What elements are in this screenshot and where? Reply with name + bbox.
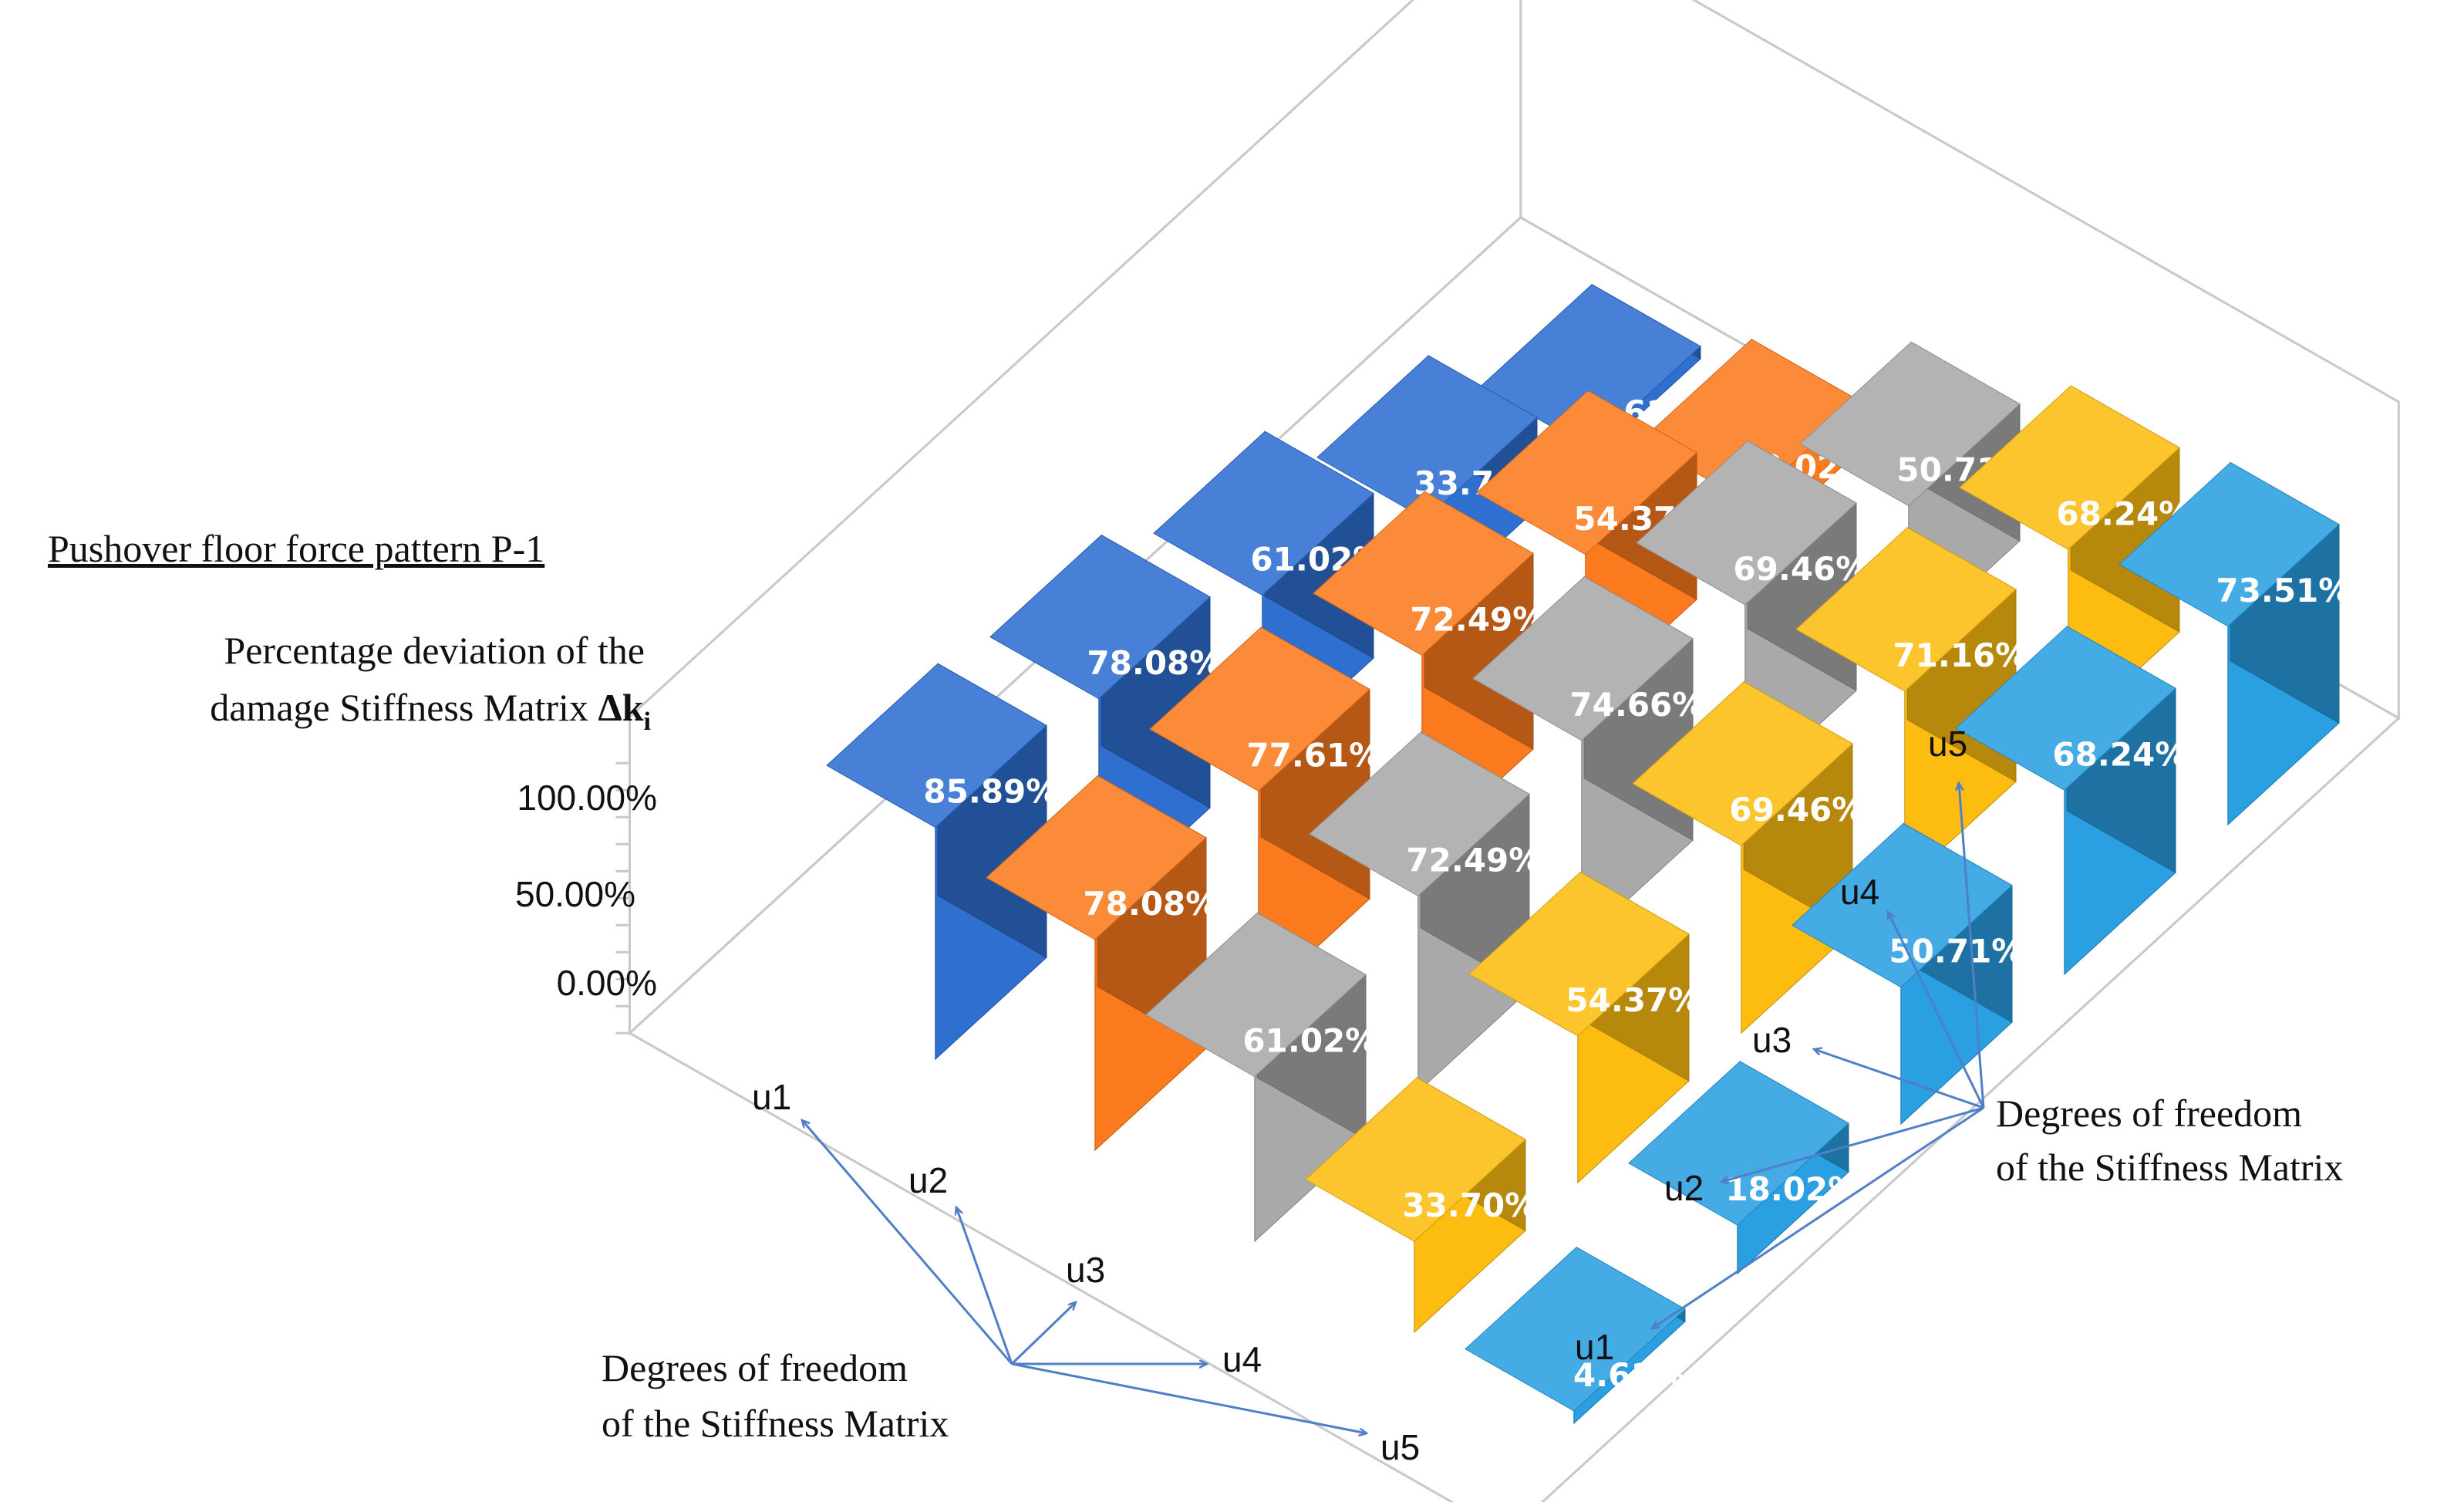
bar-top-face (1145, 912, 1367, 1078)
bar-top-face (1955, 626, 2176, 791)
z-axis-label-line2: damage Stiffness Matrix Δki (210, 686, 651, 736)
row-arrow-u3 (1010, 1302, 1076, 1365)
bar-data-label: 78.08% (1083, 885, 1218, 923)
row-axis: u1 u2 u3 u4 u5 Degrees of freedom of the… (602, 1077, 1420, 1467)
column-axis: u1 u2 u3 u4 u5 Degrees of freedom of the… (1575, 724, 2343, 1367)
row-arrow-u2 (956, 1207, 1013, 1365)
bar-u3-u1: 61.02% (1145, 912, 1377, 1243)
chart-title: Pushover floor force pattern P-1 (48, 527, 544, 570)
row-axis-label-u3: u3 (1066, 1250, 1105, 1290)
bar-u4-u3: 69.46% (1632, 680, 1864, 1035)
bar-data-label: 77.61% (1246, 737, 1381, 775)
bar-top-face (826, 663, 1047, 829)
column-axis-title-line2: of the Stiffness Matrix (1996, 1146, 2343, 1189)
column-arrow-u4 (1888, 912, 1985, 1109)
bar-data-label: 74.66% (1569, 686, 1704, 724)
bar-data-label: 78.08% (1087, 644, 1222, 682)
z-axis-ticks (615, 717, 631, 1035)
bar-top-face (1472, 575, 1694, 741)
row-axis-label-u5: u5 (1380, 1427, 1420, 1467)
column-axis-arrows (1652, 783, 1985, 1328)
bar-top-face (1792, 822, 2013, 988)
row-axis-label-u2: u2 (908, 1160, 948, 1200)
bar-top-face (1153, 430, 1374, 596)
column-arrow-u3 (1814, 1049, 1984, 1109)
bar-u4-u2: 54.37% (1468, 871, 1701, 1184)
bar-u5-u2: 18.02% (1628, 1061, 1860, 1275)
z-tick-label: 100.00% (517, 778, 657, 818)
column-arrow-u2 (1721, 1106, 1984, 1182)
column-axis-label-u2: u2 (1664, 1168, 1704, 1208)
bar-data-label: 69.46% (1729, 791, 1864, 829)
bar-top-face (1795, 527, 2017, 692)
bar-data-label: 73.51% (2216, 572, 2351, 609)
bar-top-face (989, 534, 1211, 700)
row-axis-title-line1: Degrees of freedom (602, 1346, 908, 1389)
row-axis-label-u4: u4 (1222, 1339, 1262, 1379)
bar-top-face (1628, 1061, 1849, 1226)
z-axis-label-line1: Percentage deviation of the (224, 629, 645, 672)
bar-data-label: 54.37% (1566, 981, 1701, 1019)
bars-group: 4.61% 33.70% 18.02% 61.02% 54.37% 50.71% 78.08… (826, 283, 2351, 1425)
bar-u4-u4: 71.16% (1795, 527, 2027, 885)
bar-u3-u3: 74.66% (1472, 575, 1704, 943)
bar-top-face (2119, 461, 2340, 627)
bar-top-face (1468, 871, 1690, 1037)
bar-u5-u5: 73.51% (2119, 461, 2351, 826)
bar-u2-u1: 78.08% (986, 775, 1218, 1152)
bar-data-label: 85.89% (923, 773, 1058, 811)
bar-data-label: 71.16% (1893, 636, 2027, 674)
bar-data-label: 33.70% (1402, 1186, 1537, 1224)
z-tick-label: 50.00% (515, 874, 635, 914)
bar-u3-u2: 72.49% (1309, 731, 1541, 1093)
bar-u1-u1: 85.89% (826, 663, 1058, 1061)
z-axis-tick-labels: 100.00% 50.00% 0.00% (515, 778, 657, 1003)
bar-u5-u4: 68.24% (1955, 626, 2187, 976)
bar-top-face (1305, 1077, 1526, 1242)
bar-top-face (1476, 390, 1697, 555)
bar-top-face (1959, 385, 2180, 550)
bar-data-label: 72.49% (1410, 600, 1545, 638)
bar-u4-u1: 33.70% (1305, 1077, 1537, 1334)
column-axis-title-line1: Degrees of freedom (1996, 1092, 2302, 1135)
row-axis-arrows (802, 1120, 1367, 1433)
row-axis-title-line2: of the Stiffness Matrix (602, 1402, 949, 1445)
bar-top-face (1149, 626, 1370, 792)
column-axis-label-u3: u3 (1752, 1020, 1792, 1060)
bar-u5-u1: 4.61% (1465, 1246, 1686, 1425)
bar-top-face (1313, 491, 1534, 656)
bar-data-label: 18.02% (1725, 1170, 1860, 1208)
bar-top-face (1316, 355, 1538, 520)
bar-data-label: 4.61% (1573, 1356, 1686, 1394)
column-arrow-u5 (1959, 783, 1985, 1109)
bar-u2-u2: 77.61% (1149, 626, 1381, 1002)
bar-top-face (1632, 681, 1853, 846)
bar-data-label: 50.71% (1889, 933, 2024, 970)
row-axis-label-u1: u1 (752, 1077, 791, 1117)
bar-data-label: 69.46% (1733, 550, 1868, 588)
z-tick-label: 0.00% (557, 963, 657, 1003)
bar-data-label: 68.24% (2052, 735, 2187, 773)
column-axis-label-u4: u4 (1840, 872, 1879, 912)
column-axis-label-u1: u1 (1575, 1327, 1614, 1367)
bar-top-face (986, 775, 1207, 940)
bar-top-face (1636, 440, 1857, 606)
bar-data-label: 61.02% (1242, 1022, 1377, 1060)
bar-u5-u3: 50.71% (1792, 822, 2024, 1126)
row-arrow-u5 (1011, 1362, 1367, 1433)
column-axis-label-u5: u5 (1928, 724, 1967, 764)
bar-top-face (1465, 1247, 1686, 1412)
column-arrow-u1 (1652, 1106, 1984, 1328)
bar-top-face (1309, 731, 1530, 897)
bar-top-face (1799, 341, 2021, 507)
row-arrow-u1 (802, 1120, 1013, 1365)
bar-data-label: 72.49% (1406, 841, 1541, 879)
